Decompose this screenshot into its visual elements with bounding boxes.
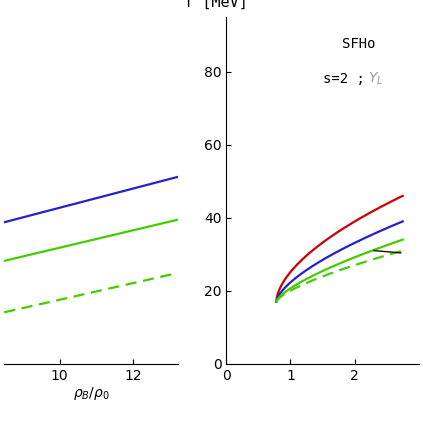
Text: T [MeV]: T [MeV] <box>184 0 248 10</box>
Text: SFHo: SFHo <box>342 37 375 51</box>
X-axis label: $\rho_B/\rho_0$: $\rho_B/\rho_0$ <box>72 385 110 402</box>
Text: $Y_L$: $Y_L$ <box>368 71 383 87</box>
Text: s=2 ;: s=2 ; <box>322 72 364 86</box>
